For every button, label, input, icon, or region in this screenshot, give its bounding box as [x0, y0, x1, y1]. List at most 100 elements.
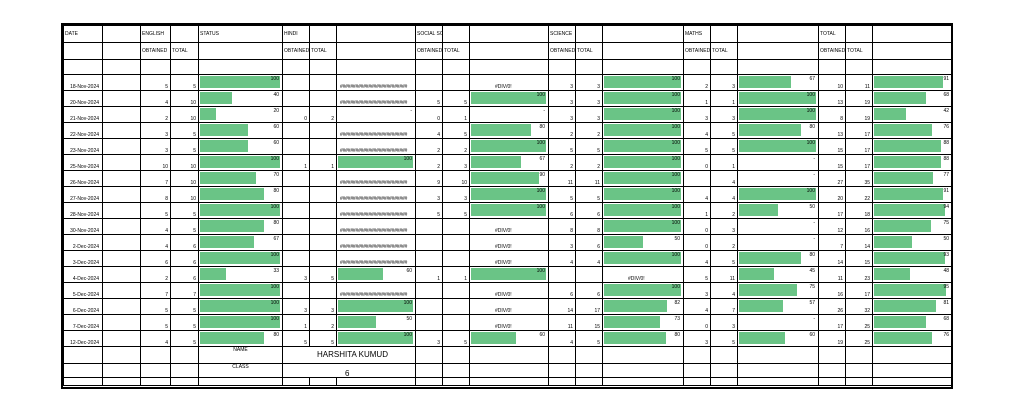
footer-class-row: CLASS 6 — [63, 363, 953, 378]
science-total: 8 — [575, 218, 603, 235]
header-hindi-obtained: OBTAINED — [282, 42, 310, 60]
maths-total: 7 — [710, 298, 738, 315]
hindi-total — [309, 170, 337, 187]
science-status-bar: 100 — [602, 202, 684, 219]
total-obtained: 15 — [818, 138, 846, 155]
header-science-obtained: OBTAINED — [548, 42, 576, 60]
hindi-total: 2 — [309, 314, 337, 331]
percent-bar — [604, 188, 681, 200]
maths-total: 4 — [710, 170, 738, 187]
header-row-subjects: DATE ENGLISH STATUS HINDI SOCIAL SCIENCE… — [63, 25, 953, 43]
english-status-bar: 100 — [198, 74, 283, 91]
percent-bar — [739, 332, 785, 344]
percent-bar — [471, 204, 546, 216]
maths-status-bar: 60 — [737, 330, 819, 347]
table-row: 3-Dec-2024 6 6 100 #########################… — [63, 250, 953, 267]
ss-total: 1 — [442, 266, 470, 283]
ss-status-bar: #DIV/0! — [469, 234, 549, 251]
hindi-status-bar: ########################## — [336, 122, 416, 139]
percent-label: 100 — [403, 300, 412, 306]
english-obtained: 4 — [140, 218, 171, 235]
row-date: 25-Nov-2024 — [63, 154, 103, 171]
english-total: 5 — [170, 138, 199, 155]
percent-bar — [471, 92, 546, 104]
percent-bar — [604, 204, 681, 216]
percent-label: 75 — [809, 284, 815, 290]
hindi-obtained — [282, 90, 310, 107]
percent-label: 68 — [943, 92, 949, 98]
percent-label: 100 — [806, 108, 815, 114]
percent-label: 77 — [943, 172, 949, 178]
hindi-status-bar: ########################## — [336, 186, 416, 203]
ss-status-bar: #DIV/0! — [469, 250, 549, 267]
student-class: 6 — [282, 363, 416, 378]
table-row: 22-Nov-2024 3 5 60 #########################… — [63, 122, 953, 139]
hindi-obtained — [282, 234, 310, 251]
maths-status-bar: 67 — [737, 74, 819, 91]
science-status-bar: 100 — [602, 186, 684, 203]
maths-obtained — [683, 170, 711, 187]
total-status-bar: 68 — [872, 90, 953, 107]
percent-bar — [739, 268, 774, 280]
maths-total: 5 — [710, 138, 738, 155]
percent-label: 100 — [671, 284, 680, 290]
science-status-bar: 100 — [602, 218, 684, 235]
total-status-bar: 48 — [872, 266, 953, 283]
maths-obtained: 0 — [683, 154, 711, 171]
percent-bar — [200, 156, 280, 168]
total-obtained: 11 — [818, 266, 846, 283]
science-obtained: 3 — [548, 106, 576, 123]
percent-label: 100 — [671, 188, 680, 194]
header-hindi: HINDI — [282, 25, 310, 43]
percent-label: 100 — [671, 220, 680, 226]
percent-label: 90 — [539, 172, 545, 178]
hindi-total: 5 — [309, 330, 337, 347]
ss-status-bar: #DIV/0! — [469, 298, 549, 315]
ss-obtained: 5 — [415, 202, 443, 219]
percent-bar — [200, 76, 280, 88]
percent-bar — [739, 140, 816, 152]
science-status-bar: 100 — [602, 154, 684, 171]
header-maths-obtained: OBTAINED — [683, 42, 711, 60]
percent-label: 76 — [943, 124, 949, 130]
percent-label: 95 — [943, 284, 949, 290]
table-row: 25-Nov-2024 10 10 100 1 1 100 2 3 67 2 2 100 0 1-15 17 8… — [63, 154, 953, 171]
science-total: 2 — [575, 122, 603, 139]
percent-bar — [471, 268, 546, 280]
ss-total: 1 — [442, 106, 470, 123]
row-date: 5-Dec-2024 — [63, 282, 103, 299]
hindi-total — [309, 90, 337, 107]
percent-label: 75 — [943, 220, 949, 226]
maths-obtained: 5 — [683, 138, 711, 155]
total-obtained: 26 — [818, 298, 846, 315]
maths-status-bar: 100 — [737, 90, 819, 107]
percent-label: 100 — [403, 156, 412, 162]
header-science: SCIENCE — [548, 25, 576, 43]
english-status-bar: 100 — [198, 202, 283, 219]
science-status-bar: 100 — [602, 170, 684, 187]
hindi-status-bar: ########################## — [336, 202, 416, 219]
percent-label: 67 — [809, 76, 815, 82]
percent-label: 100 — [806, 188, 815, 194]
percent-bar — [200, 284, 280, 296]
marks-table: DATE ENGLISH STATUS HINDI SOCIAL SCIENCE… — [63, 25, 953, 386]
footer-spacer-row — [63, 377, 953, 386]
total-status-bar: 91 — [872, 74, 953, 91]
percent-bar — [338, 316, 376, 328]
english-obtained: 2 — [140, 106, 171, 123]
ss-total — [442, 234, 470, 251]
row-date: 20-Nov-2024 — [63, 90, 103, 107]
percent-label: 68 — [943, 316, 949, 322]
english-total: 5 — [170, 314, 199, 331]
percent-bar — [200, 188, 264, 200]
total-obtained: 13 — [818, 90, 846, 107]
maths-status-bar: 57 — [737, 298, 819, 315]
ss-total — [442, 282, 470, 299]
maths-obtained: 0 — [683, 314, 711, 331]
science-obtained: 3 — [548, 90, 576, 107]
percent-label: 80 — [273, 188, 279, 194]
percent-label: 82 — [674, 300, 680, 306]
percent-label: 80 — [809, 252, 815, 258]
total-total: 32 — [845, 298, 873, 315]
total-status-bar: 94 — [872, 202, 953, 219]
